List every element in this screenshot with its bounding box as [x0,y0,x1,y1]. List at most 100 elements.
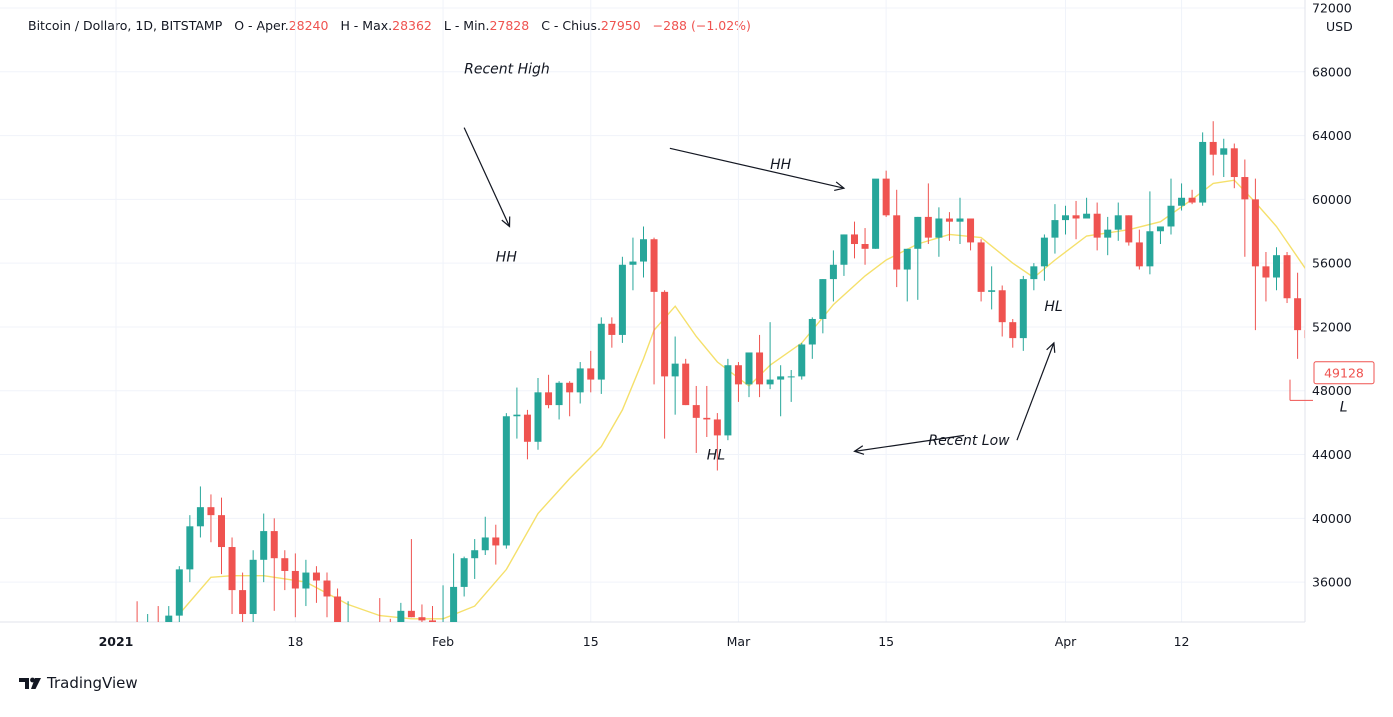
candle-body [587,368,595,380]
candle [1230,143,1238,189]
candle-body [429,620,436,622]
candle [492,524,500,565]
candle [1199,132,1207,206]
candle [692,385,700,453]
candle [629,237,637,291]
candle [165,606,173,622]
candle-body [1072,215,1080,219]
candle [766,322,774,390]
tradingview-footer[interactable]: TradingView [18,674,138,692]
candle [576,362,584,404]
candle-body [555,382,563,406]
candle [1062,205,1069,235]
annotation-label: HL [1044,299,1062,315]
candle-body [998,290,1006,323]
candle-body [756,352,764,385]
candle-body [1114,215,1122,230]
y-tick-label: 60000 [1312,192,1352,207]
candle [302,559,310,607]
candle [777,365,785,417]
x-tick-label: 18 [287,634,303,649]
high-label: H - Max. [340,18,393,33]
x-tick-label: Feb [432,634,454,649]
candle [175,566,183,622]
x-tick-label: 15 [583,634,599,649]
candle [724,358,732,441]
candle [967,218,975,251]
candle-body [1178,197,1186,206]
candle [347,601,349,622]
symbol-title: Bitcoin / Dollaro, 1D, BITSTAMP [28,18,223,33]
close-label: C - Chius. [541,18,601,33]
candle-body [629,261,637,265]
candle-body [576,368,584,393]
candle [924,183,932,245]
candle [1156,226,1164,245]
candle-body [1040,237,1048,267]
candle-body [1093,213,1101,238]
candle-body [618,264,626,335]
candle-body [872,178,880,249]
candle [1009,318,1017,348]
candle [608,317,616,348]
y-tick-label: 72000 [1312,0,1352,15]
annotation-label: L [1340,399,1348,415]
tradingview-logo-icon [19,677,41,689]
candle [1093,202,1101,251]
candle-body [270,531,278,559]
candle-body [196,507,204,527]
annotation-arrowhead [501,216,511,228]
candle-body [1188,197,1196,203]
y-tick-label: 44000 [1312,447,1352,462]
candle-body [1009,322,1017,339]
y-tick-label: 52000 [1312,319,1352,334]
candle [281,550,289,591]
candle [1125,215,1133,246]
candle [819,279,827,334]
candle-body [312,572,320,581]
candle-body [1251,199,1259,267]
candle [555,381,563,420]
candle-body [692,405,700,418]
candle [1178,183,1186,211]
candle [207,494,215,543]
candle-body [260,531,268,560]
candle-body [914,216,922,249]
candle-body [724,365,732,436]
candle-body [819,279,827,319]
candle-body [1156,226,1164,232]
candle [977,239,985,302]
candle-body [1104,229,1112,238]
candle [882,170,890,217]
candle [481,516,489,556]
candle-body [1083,213,1091,219]
annotation-label: Recent High [464,61,550,77]
candle-body [155,630,162,644]
candle [1241,159,1249,257]
candle [861,228,869,265]
candle [545,374,553,409]
candle [956,197,964,245]
candle-body [545,392,553,406]
candle [597,317,605,394]
candle [640,226,647,278]
annotation-arrow [669,147,845,189]
candle-body [334,596,342,622]
candle [1188,189,1196,205]
candle-body [502,416,510,546]
candle [1030,263,1038,291]
candle-body [165,615,173,622]
x-tick-label: 12 [1174,634,1190,649]
annotation-arrow [854,434,965,452]
candle-body [534,392,542,442]
candle [218,497,225,575]
candle-body [175,569,183,616]
candle-body [450,586,458,622]
candle-body [766,379,774,385]
tradingview-brand: TradingView [47,674,138,692]
candlestick-chart[interactable]: 36000 40000 44000 48000 52000 56000 60000 64000… [0,0,1393,665]
candles-group [136,121,1305,644]
candle [618,256,626,343]
candle-body [1146,231,1154,267]
candle-body [207,507,215,516]
